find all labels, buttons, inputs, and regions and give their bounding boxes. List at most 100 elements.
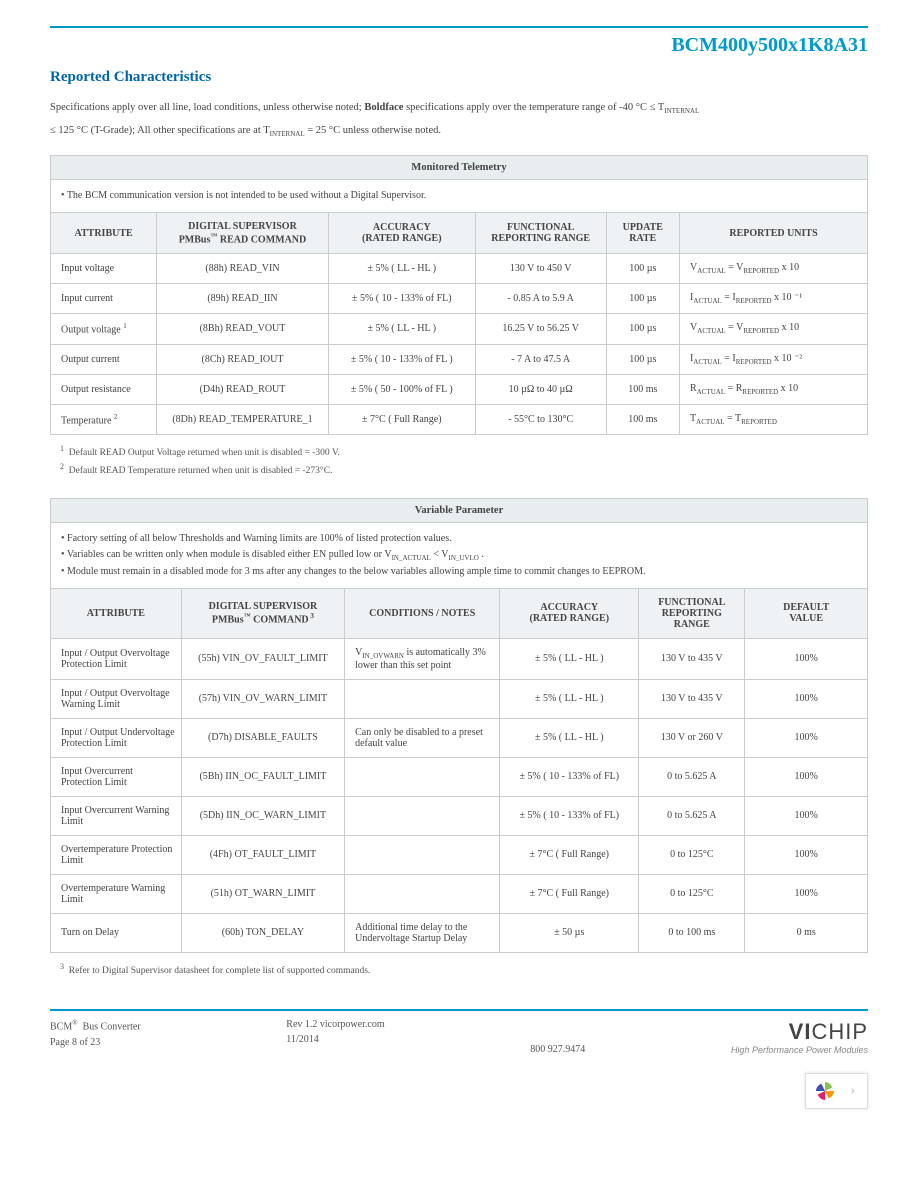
spec-line1a: Specifications apply over all line, load… — [50, 102, 364, 113]
cell-rate: 100 ms — [606, 404, 680, 434]
th2-cmd-sup3: 3 — [309, 612, 314, 620]
cell-attr: Output voltage 1 — [51, 314, 157, 344]
table-row: Output current(8Ch) READ_IOUT± 5% ( 10 -… — [51, 344, 868, 374]
th-cmd-l2b: READ COMMAND — [217, 234, 306, 245]
cell-acc: ± 5% ( LL - HL ) — [500, 638, 639, 679]
table-row: Input / Output Overvoltage Protection Li… — [51, 638, 868, 679]
footer-col2: Rev 1.2 vicorpower.com 11/2014 — [286, 1019, 384, 1055]
table-row: Input / Output Undervoltage Protection L… — [51, 718, 868, 757]
cell-cmd: (57h) VIN_OV_WARN_LIMIT — [181, 679, 344, 718]
table-row: Input voltage(88h) READ_VIN± 5% ( LL - H… — [51, 254, 868, 284]
t2-note2e: . — [479, 549, 484, 560]
footer-col3: 800 927.9474 — [530, 1019, 585, 1055]
table2-notes: • Factory setting of all below Threshold… — [51, 522, 868, 588]
cell-units: RACTUAL = RREPORTED x 10 — [680, 374, 868, 404]
footer-bus: Bus Converter — [83, 1022, 141, 1033]
table-row: Overtemperature Warning Limit(51h) OT_WA… — [51, 874, 868, 913]
cell-rate: 100 µs — [606, 344, 680, 374]
cell-def: 100% — [745, 835, 868, 874]
table-row: Input / Output Overvoltage Warning Limit… — [51, 679, 868, 718]
spec-line2b: = 25 °C unless otherwise noted. — [305, 125, 441, 136]
cell-range: - 7 A to 47.5 A — [475, 344, 606, 374]
cell-range: 0 to 125°C — [639, 835, 745, 874]
cell-range: 16.25 V to 56.25 V — [475, 314, 606, 344]
cell-range: - 0.85 A to 5.9 A — [475, 284, 606, 314]
cell-attr: Input voltage — [51, 254, 157, 284]
cell-attr: Temperature 2 — [51, 404, 157, 434]
cell-cmd: (8Bh) READ_VOUT — [157, 314, 329, 344]
section-title: Reported Characteristics — [50, 69, 868, 86]
cell-acc: ± 5% ( 10 - 133% of FL) — [500, 796, 639, 835]
footnotes-2: 3 Refer to Digital Supervisor datasheet … — [60, 961, 868, 979]
th-rate-l1: UPDATE — [623, 222, 663, 233]
cell-def: 100% — [745, 757, 868, 796]
cell-cmd: (55h) VIN_OV_FAULT_LIMIT — [181, 638, 344, 679]
cell-cond: Additional time delay to the Undervoltag… — [345, 913, 500, 952]
cell-rate: 100 µs — [606, 284, 680, 314]
cell-cmd: (60h) TON_DELAY — [181, 913, 344, 952]
t2-note3: • Module must remain in a disabled mode … — [61, 566, 645, 577]
cell-range: 130 V to 435 V — [639, 638, 745, 679]
th2-def: DEFAULT VALUE — [745, 588, 868, 638]
table2-header-row: ATTRIBUTE DIGITAL SUPERVISOR PMBus™ COMM… — [51, 588, 868, 638]
th2-cmd: DIGITAL SUPERVISOR PMBus™ COMMAND 3 — [181, 588, 344, 638]
cell-range: 0 to 100 ms — [639, 913, 745, 952]
cell-cond: Can only be disabled to a preset default… — [345, 718, 500, 757]
cell-acc: ± 5% ( LL - HL ) — [328, 254, 475, 284]
th-cmd-l2a: PMBus — [179, 234, 211, 245]
table-row: Output resistance(D4h) READ_ROUT± 5% ( 5… — [51, 374, 868, 404]
cell-cmd: (D4h) READ_ROUT — [157, 374, 329, 404]
pinwheel-icon — [814, 1080, 836, 1102]
footer-bcm: BCM — [50, 1022, 72, 1033]
cell-acc: ± 7°C ( Full Range) — [500, 835, 639, 874]
t2-note2a: • Variables can be written only when mod… — [61, 549, 392, 560]
cell-attr: Input Overcurrent Warning Limit — [51, 796, 182, 835]
cell-cmd: (4Fh) OT_FAULT_LIMIT — [181, 835, 344, 874]
table1-title: Monitored Telemetry — [51, 155, 868, 179]
cell-acc: ± 7°C ( Full Range) — [328, 404, 475, 434]
cell-attr: Input / Output Overvoltage Warning Limit — [51, 679, 182, 718]
cell-cmd: (8Ch) READ_IOUT — [157, 344, 329, 374]
cell-rate: 100 µs — [606, 314, 680, 344]
fn3: Refer to Digital Supervisor datasheet fo… — [69, 966, 371, 976]
th2-cmd-l1: DIGITAL SUPERVISOR — [209, 601, 318, 612]
footer-date: 11/2014 — [286, 1034, 384, 1045]
th-acc-l2: (RATED RANGE) — [362, 233, 442, 244]
cell-acc: ± 7°C ( Full Range) — [500, 874, 639, 913]
cell-def: 100% — [745, 679, 868, 718]
cell-acc: ± 5% ( LL - HL ) — [328, 314, 475, 344]
spec-sub1: INTERNAL — [664, 107, 699, 115]
cell-cond — [345, 835, 500, 874]
th-command: DIGITAL SUPERVISOR PMBus™ READ COMMAND — [157, 212, 329, 253]
t2-note2m: < V — [431, 549, 449, 560]
cell-cmd: (88h) READ_VIN — [157, 254, 329, 284]
th-units: REPORTED UNITS — [680, 212, 868, 253]
table-row: Input Overcurrent Warning Limit(5Dh) IIN… — [51, 796, 868, 835]
table2-title: Variable Parameter — [51, 498, 868, 522]
cell-attr: Input / Output Overvoltage Protection Li… — [51, 638, 182, 679]
cell-range: 0 to 5.625 A — [639, 757, 745, 796]
cell-units: IACTUAL = IREPORTED x 10 ⁻¹ — [680, 284, 868, 314]
cell-attr: Overtemperature Protection Limit — [51, 835, 182, 874]
cell-def: 0 ms — [745, 913, 868, 952]
th2-acc: ACCURACY (RATED RANGE) — [500, 588, 639, 638]
table-row: Turn on Delay(60h) TON_DELAYAdditional t… — [51, 913, 868, 952]
cell-rate: 100 ms — [606, 374, 680, 404]
th2-cmd-l2b: COMMAND — [251, 614, 309, 625]
th2-acc-l2: (RATED RANGE) — [529, 613, 609, 624]
chevron-right-icon[interactable]: › — [846, 1083, 859, 1099]
spec-paragraph: Specifications apply over all line, load… — [50, 96, 868, 143]
cell-def: 100% — [745, 796, 868, 835]
cell-attr: Overtemperature Warning Limit — [51, 874, 182, 913]
logo-chip: CHIP — [811, 1019, 868, 1044]
th2-range-l2: REPORTING — [662, 608, 722, 619]
cell-acc: ± 5% ( 10 - 133% of FL ) — [328, 344, 475, 374]
cell-attr: Input / Output Undervoltage Protection L… — [51, 718, 182, 757]
pager-box[interactable]: › — [805, 1073, 868, 1109]
cell-attr: Output current — [51, 344, 157, 374]
table-row: Output voltage 1(8Bh) READ_VOUT± 5% ( LL… — [51, 314, 868, 344]
cell-cmd: (89h) READ_IIN — [157, 284, 329, 314]
table-row: Temperature 2(8Dh) READ_TEMPERATURE_1± 7… — [51, 404, 868, 434]
th-cmd-l1: DIGITAL SUPERVISOR — [188, 221, 297, 232]
th2-cmd-tm: ™ — [244, 612, 251, 620]
